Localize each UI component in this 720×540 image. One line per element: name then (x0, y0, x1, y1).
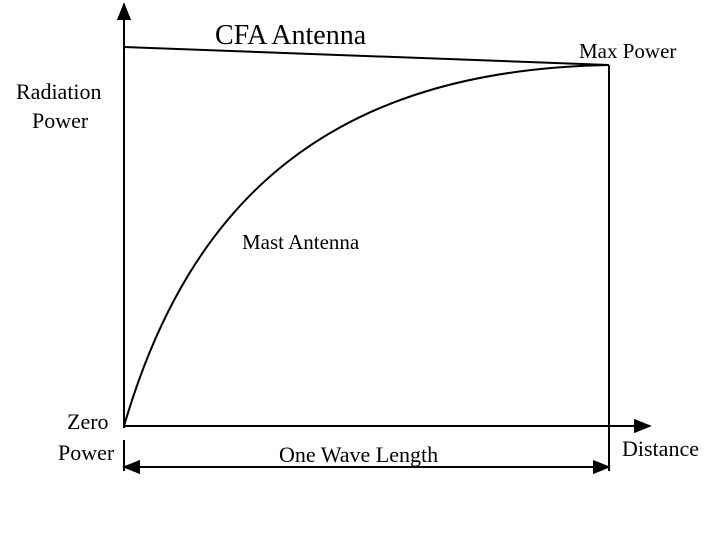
span-label: One Wave Length (279, 442, 438, 467)
cfa-antenna-line (123, 46, 610, 66)
cfa-antenna-title: CFA Antenna (215, 20, 367, 51)
max-power-label: Max Power (579, 39, 676, 63)
mast-antenna-label: Mast Antenna (242, 230, 360, 254)
mast-antenna-curve (123, 64, 610, 427)
zero-label-line1: Zero (67, 409, 109, 434)
y-axis-label-line1: Radiation (16, 79, 102, 104)
y-axis-label-line2: Power (32, 108, 89, 133)
zero-label-line2: Power (58, 440, 115, 465)
x-axis-label: Distance (622, 436, 699, 461)
